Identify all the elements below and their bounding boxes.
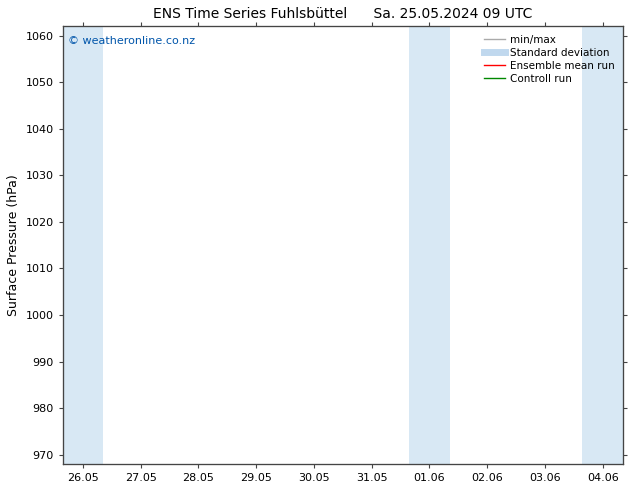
Bar <box>583 26 623 464</box>
Bar <box>63 26 103 464</box>
Text: © weatheronline.co.nz: © weatheronline.co.nz <box>68 36 195 46</box>
Bar <box>409 26 450 464</box>
Title: ENS Time Series Fuhlsbüttel      Sa. 25.05.2024 09 UTC: ENS Time Series Fuhlsbüttel Sa. 25.05.20… <box>153 7 533 21</box>
Legend: min/max, Standard deviation, Ensemble mean run, Controll run: min/max, Standard deviation, Ensemble me… <box>481 31 618 87</box>
Y-axis label: Surface Pressure (hPa): Surface Pressure (hPa) <box>7 174 20 316</box>
